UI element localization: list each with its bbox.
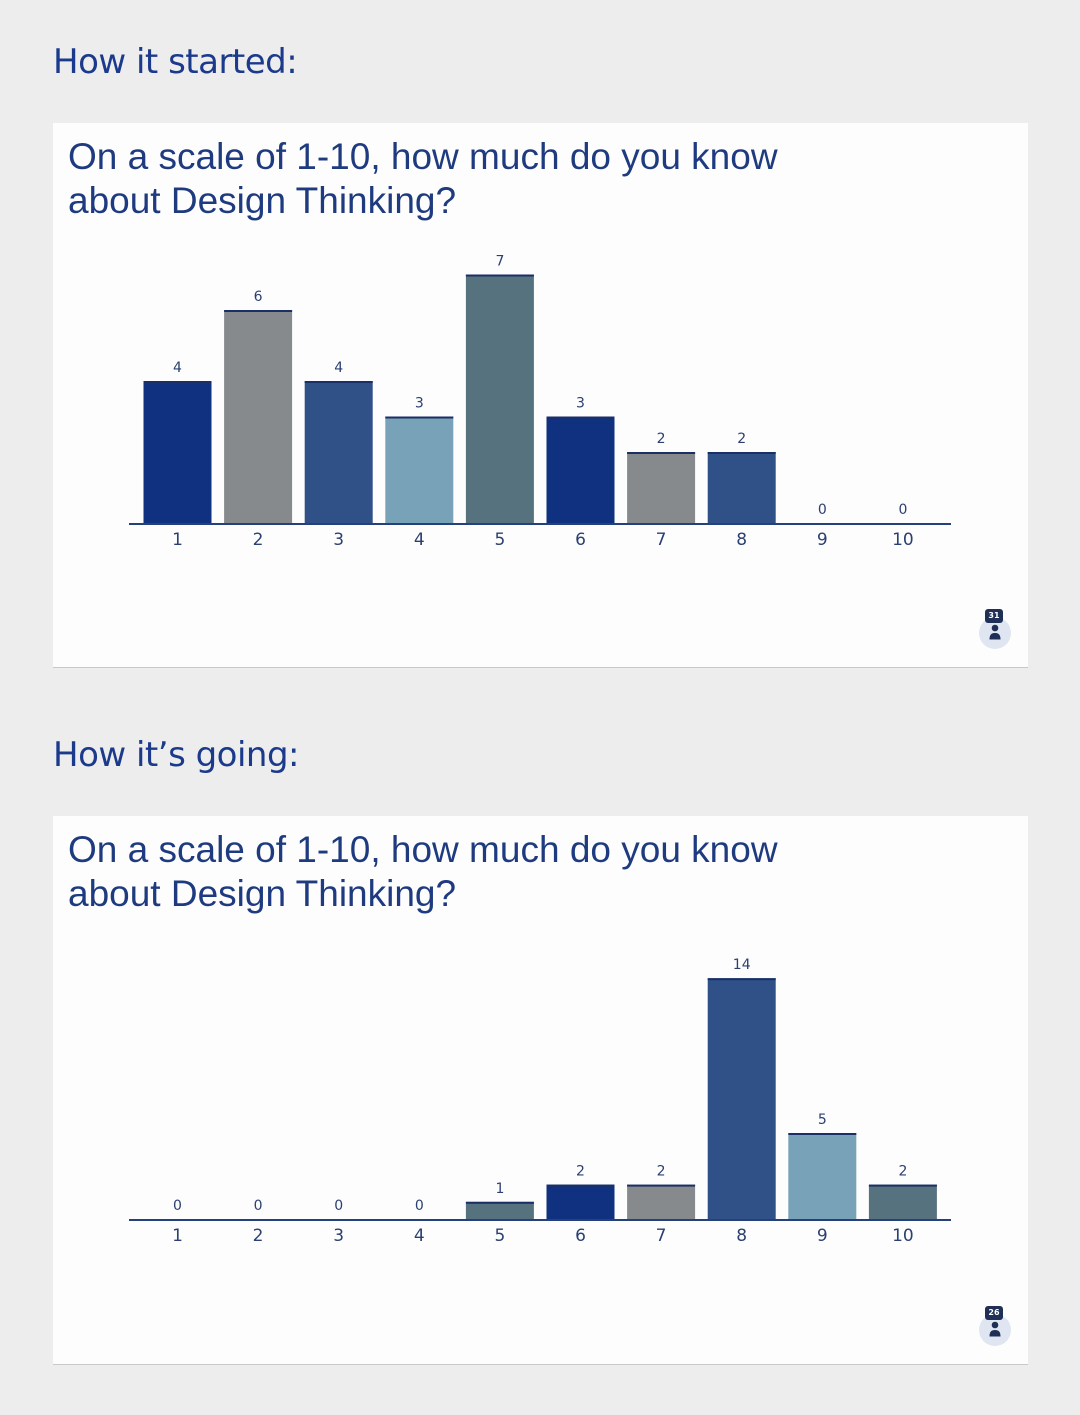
bar-top-edge — [546, 416, 615, 419]
bar-6 — [546, 416, 615, 523]
x-tick-label: 4 — [414, 530, 425, 550]
data-label: 7 — [495, 254, 504, 270]
data-label: 6 — [254, 289, 263, 305]
bar-5 — [465, 1201, 534, 1219]
bar-top-edge — [465, 1201, 534, 1204]
data-label: 2 — [657, 431, 666, 447]
x-tick-label: 8 — [736, 1226, 747, 1246]
respondent-count-badge: 26 — [985, 1306, 1003, 1320]
bar-9 — [788, 1133, 857, 1219]
x-tick-label: 6 — [575, 1226, 586, 1246]
bar-5 — [465, 274, 534, 523]
data-label: 4 — [334, 360, 343, 376]
data-label: 2 — [737, 431, 746, 447]
bar-top-edge — [224, 310, 293, 312]
x-tick-label: 8 — [736, 530, 747, 550]
bar-top-edge — [707, 978, 776, 981]
question-title: On a scale of 1-10, how much do you know… — [68, 829, 778, 914]
bar-8 — [707, 452, 776, 523]
bar-top-edge — [627, 1184, 696, 1187]
data-label: 0 — [898, 502, 907, 518]
section-heading-going: How it’s going: — [53, 735, 300, 775]
x-tick-label: 2 — [253, 1226, 264, 1246]
respondents-indicator[interactable]: 26 — [979, 1306, 1013, 1346]
x-tick-label: 10 — [892, 530, 914, 550]
x-tick-label: 6 — [575, 530, 586, 550]
section-heading-started: How it started: — [53, 42, 298, 82]
x-tick-label: 1 — [172, 1226, 183, 1246]
bar-2 — [224, 310, 293, 523]
x-tick-label: 5 — [494, 530, 505, 550]
x-tick-label: 4 — [414, 1226, 425, 1246]
bar-top-edge — [143, 381, 212, 383]
x-tick-label: 1 — [172, 530, 183, 550]
bar-top-edge — [304, 381, 373, 383]
data-label: 3 — [415, 396, 424, 412]
data-label: 1 — [495, 1181, 504, 1197]
x-tick-label: 7 — [656, 1226, 667, 1246]
x-tick-label: 2 — [253, 530, 264, 550]
bar-1 — [143, 381, 212, 523]
bar-top-edge — [385, 416, 454, 419]
bar-top-edge — [546, 1184, 615, 1187]
bar-top-edge — [707, 452, 776, 454]
bar-7 — [627, 452, 696, 523]
question-title: On a scale of 1-10, how much do you know… — [68, 136, 778, 221]
bar-top-edge — [788, 1133, 857, 1135]
bar-top-edge — [868, 1184, 937, 1187]
bar-6 — [546, 1184, 615, 1219]
x-tick-label: 3 — [333, 530, 344, 550]
bar-3 — [304, 381, 373, 523]
bar-10 — [868, 1184, 937, 1219]
bar-chart-started: 4 1 6 2 4 3 3 4 7 5 3 6 2 7 2 8 0 9 0 10 — [129, 254, 951, 550]
chart-card-started: On a scale of 1-10, how much do you know… — [53, 123, 1028, 668]
data-label: 14 — [733, 957, 751, 973]
chart-card-going: On a scale of 1-10, how much do you know… — [53, 816, 1028, 1365]
x-tick-label: 7 — [656, 530, 667, 550]
x-tick-label: 9 — [817, 1226, 828, 1246]
bar-top-edge — [627, 452, 696, 454]
x-tick-label: 10 — [892, 1226, 914, 1246]
x-tick-label: 3 — [333, 1226, 344, 1246]
data-label: 2 — [898, 1164, 907, 1180]
data-label: 3 — [576, 396, 585, 412]
respondents-indicator[interactable]: 31 — [979, 609, 1013, 649]
bar-4 — [385, 416, 454, 523]
bar-7 — [627, 1184, 696, 1219]
x-tick-label: 5 — [494, 1226, 505, 1246]
bar-8 — [707, 978, 776, 1219]
bar-top-edge — [465, 274, 534, 277]
data-label: 0 — [415, 1198, 424, 1214]
person-icon — [989, 1321, 1001, 1337]
x-tick-label: 9 — [817, 530, 828, 550]
respondent-count-badge: 31 — [985, 609, 1003, 623]
data-label: 4 — [173, 360, 182, 376]
data-label: 0 — [173, 1198, 182, 1214]
data-label: 2 — [657, 1164, 666, 1180]
data-label: 0 — [334, 1198, 343, 1214]
data-label: 5 — [818, 1112, 827, 1128]
data-label: 0 — [818, 502, 827, 518]
data-label: 2 — [576, 1164, 585, 1180]
person-icon — [989, 624, 1001, 640]
data-label: 0 — [254, 1198, 263, 1214]
